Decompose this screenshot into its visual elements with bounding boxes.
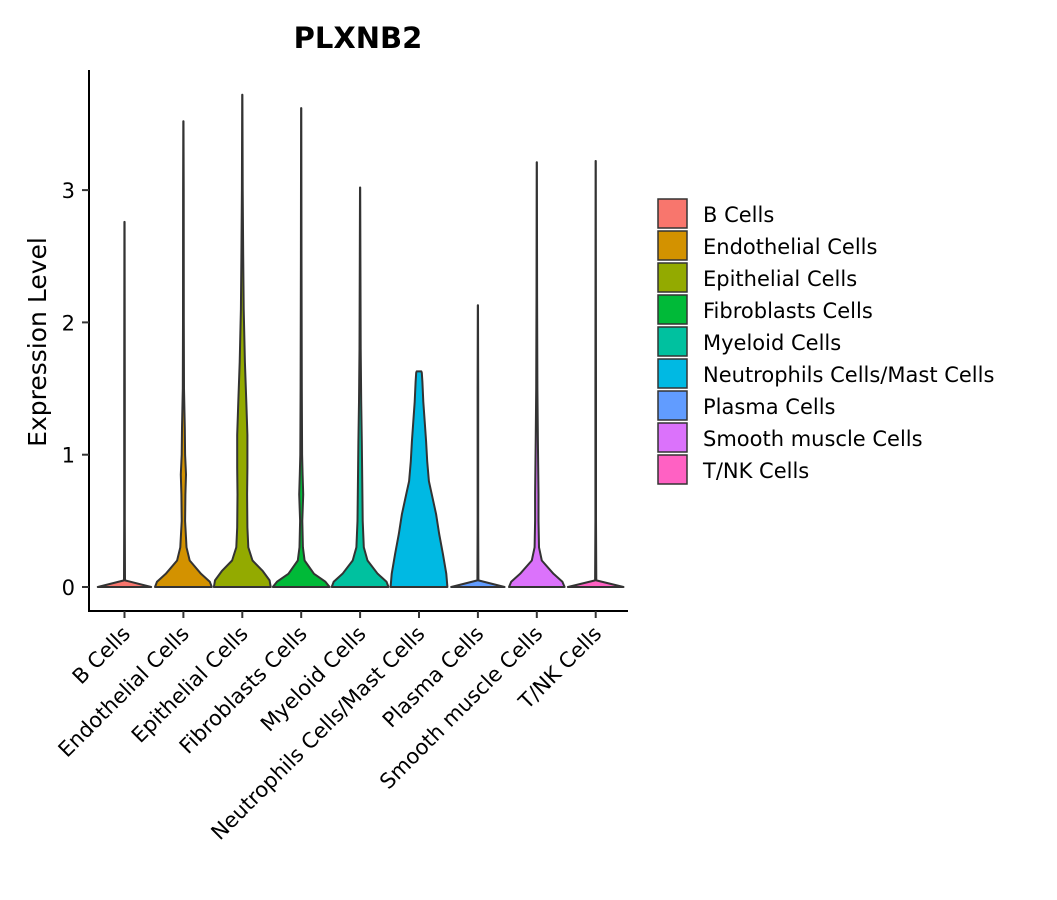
legend-label-plasma-cells: Plasma Cells bbox=[703, 395, 836, 419]
violin-fibroblasts-cells bbox=[271, 107, 331, 588]
legend-label-t-nk-cells: T/NK Cells bbox=[702, 459, 809, 483]
legend-swatch-endothelial-cells bbox=[657, 230, 688, 261]
y-tick-label-1: 1 bbox=[62, 444, 75, 468]
violin-b-cells bbox=[96, 220, 153, 588]
violin-plasma-cells bbox=[450, 304, 506, 588]
x-tick-label-neutrophils-cells-mast-cells: Neutrophils Cells/Mast Cells bbox=[206, 622, 429, 845]
y-tick-label-0: 0 bbox=[62, 576, 75, 600]
legend-swatch-myeloid-cells bbox=[657, 326, 688, 357]
legend-label-fibroblasts-cells: Fibroblasts Cells bbox=[703, 299, 873, 323]
legend-label-smooth-muscle-cells: Smooth muscle Cells bbox=[703, 427, 923, 451]
legend: B Cells Endothelial Cells Epithelial Cells… bbox=[657, 198, 994, 485]
y-axis-label: Expression Level bbox=[23, 237, 52, 447]
legend-swatch-smooth-muscle-cells bbox=[657, 422, 688, 453]
legend-label-b-cells: B Cells bbox=[703, 203, 774, 227]
violin-neutrophils-cells-mast-cells bbox=[389, 370, 449, 588]
legend-label-neutrophils-cells-mast-cells: Neutrophils Cells/Mast Cells bbox=[703, 363, 994, 387]
violin-t-nk-cells bbox=[566, 159, 625, 588]
legend-swatch-epithelial-cells bbox=[657, 262, 688, 293]
legend-label-myeloid-cells: Myeloid Cells bbox=[703, 331, 841, 355]
x-tick-label-plasma-cells: Plasma Cells bbox=[378, 622, 489, 733]
legend-swatch-fibroblasts-cells bbox=[657, 294, 688, 325]
x-tick-label-myeloid-cells: Myeloid Cells bbox=[256, 622, 371, 737]
violin-myeloid-cells bbox=[330, 186, 390, 588]
violin-endothelial-cells bbox=[154, 120, 213, 588]
y-tick-label-3: 3 bbox=[62, 179, 75, 203]
violin-epithelial-cells bbox=[212, 93, 272, 588]
violin-smooth-muscle-cells bbox=[508, 161, 566, 588]
legend-swatch-t-nk-cells bbox=[657, 454, 688, 485]
legend-swatch-plasma-cells bbox=[657, 390, 688, 421]
legend-label-endothelial-cells: Endothelial Cells bbox=[703, 235, 877, 259]
violins-group bbox=[96, 93, 625, 588]
legend-label-epithelial-cells: Epithelial Cells bbox=[703, 267, 857, 291]
legend-swatch-neutrophils-cells-mast-cells bbox=[657, 358, 688, 389]
chart-title: PLXNB2 bbox=[294, 21, 423, 55]
y-tick-label-2: 2 bbox=[62, 311, 75, 335]
legend-swatch-b-cells bbox=[657, 198, 688, 229]
